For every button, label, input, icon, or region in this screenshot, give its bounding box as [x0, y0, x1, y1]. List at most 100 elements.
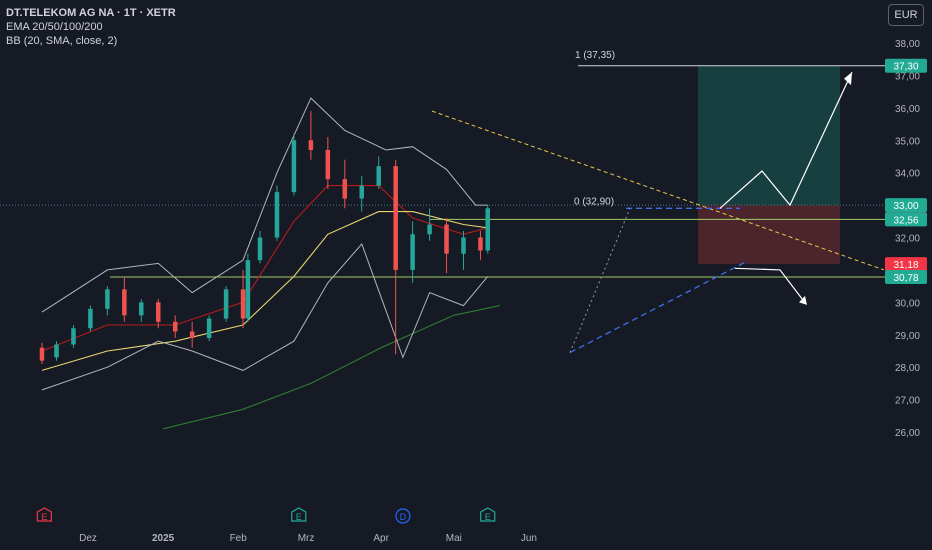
- arrowhead-down: [799, 295, 807, 305]
- candle-body: [122, 289, 127, 316]
- currency-button[interactable]: EUR: [888, 4, 924, 26]
- candle-body: [478, 237, 483, 251]
- ma-line-ema-200: [162, 305, 500, 430]
- candle-body: [54, 344, 59, 358]
- candle: [122, 276, 127, 322]
- event-shape: [395, 508, 411, 524]
- candle-body: [257, 237, 263, 261]
- candle: [88, 305, 93, 332]
- ma-line-ema-50: [41, 211, 488, 371]
- event-shape: [36, 507, 52, 522]
- price-tag-label: 30,78: [893, 273, 918, 284]
- event-marker-e[interactable]: E: [480, 507, 496, 522]
- bb-upper-band: [41, 97, 488, 313]
- candle-body: [291, 140, 297, 193]
- price-tag-box: [885, 257, 927, 272]
- candle-body: [172, 321, 178, 332]
- candle-body: [461, 237, 466, 254]
- stop-zone: [698, 205, 840, 265]
- y-tick-label: 26,00: [895, 428, 920, 439]
- candle-body: [410, 234, 415, 270]
- price-tag-label: 37,30: [893, 62, 918, 73]
- price-tag-green[interactable]: 37,30: [885, 58, 927, 73]
- candle: [189, 321, 195, 348]
- bearish-projection-arrow: [734, 267, 807, 305]
- y-tick-label: 28,00: [895, 363, 920, 374]
- candle: [478, 231, 483, 261]
- y-tick-label: 27,00: [895, 396, 920, 407]
- price-tag-box: [885, 198, 927, 213]
- y-tick-label: 30,00: [895, 298, 920, 309]
- candle: [240, 269, 246, 329]
- ma-line-ema-20: [41, 185, 488, 352]
- candle-body: [274, 192, 280, 238]
- y-tick-label: 34,00: [895, 169, 920, 180]
- descending-trendline: [431, 110, 885, 271]
- candle: [206, 315, 212, 342]
- price-tag-green[interactable]: 32,56: [885, 212, 927, 227]
- candle: [223, 286, 229, 322]
- x-tick-label: Mai: [446, 533, 462, 544]
- event-marker-e[interactable]: E: [36, 507, 52, 522]
- candle-body: [359, 185, 365, 199]
- candle-body: [206, 318, 212, 338]
- candle-body: [139, 302, 144, 316]
- candle: [308, 111, 314, 160]
- candle: [342, 159, 348, 209]
- candle: [139, 299, 144, 322]
- candle-body: [240, 289, 246, 319]
- candle: [291, 133, 297, 196]
- y-tick-label: 38,00: [895, 39, 920, 50]
- price-tag-box: [885, 58, 927, 73]
- candle: [427, 208, 432, 241]
- y-tick-label: 35,00: [895, 136, 920, 147]
- price-tag-label: 33,00: [893, 201, 918, 212]
- event-label: D: [400, 512, 407, 522]
- bullish-projection-arrow: [719, 71, 853, 209]
- candle: [444, 218, 449, 274]
- price-tag-green[interactable]: 33,00: [885, 198, 927, 213]
- candle-body: [245, 260, 251, 319]
- y-tick-label: 37,00: [895, 71, 920, 82]
- fib-0-label: 0 (32,90): [574, 196, 614, 207]
- target-zone: [698, 65, 840, 206]
- event-marker-e[interactable]: E: [291, 507, 307, 522]
- indicator-ema-label[interactable]: EMA 20/50/100/200: [6, 21, 103, 33]
- y-tick-label: 32,00: [895, 234, 920, 245]
- candle: [71, 325, 76, 348]
- event-marker-d[interactable]: D: [395, 508, 411, 524]
- candle-body: [156, 302, 161, 322]
- candle-body: [485, 208, 490, 251]
- candle: [105, 286, 110, 316]
- candle: [359, 175, 365, 212]
- fib-retrace-line: [569, 208, 631, 353]
- symbol-title[interactable]: DT.TELEKOM AG NA · 1T · XETR: [6, 7, 176, 19]
- bb-lower-band: [41, 243, 489, 391]
- candle-body: [342, 179, 348, 199]
- candle-body: [393, 166, 398, 270]
- price-tag-label: 31,18: [893, 260, 918, 271]
- x-tick-label: Apr: [373, 533, 389, 544]
- candle: [376, 156, 381, 189]
- x-tick-label: Dez: [79, 533, 97, 544]
- candle: [410, 221, 415, 283]
- candle-body: [427, 224, 432, 235]
- price-tag-green[interactable]: 30,78: [885, 270, 927, 285]
- price-tag-box: [885, 212, 927, 227]
- candle: [245, 253, 251, 322]
- x-tick-label: Mrz: [298, 533, 315, 544]
- fib-1-label: 1 (37,35): [575, 50, 615, 61]
- candle-body: [376, 166, 381, 186]
- candle: [172, 315, 178, 338]
- x-tick-label: Feb: [230, 533, 248, 544]
- indicator-bb-label[interactable]: BB (20, SMA, close, 2): [6, 35, 118, 47]
- price-tag-red[interactable]: 31,18: [885, 257, 927, 272]
- candle: [156, 299, 161, 329]
- candle-body: [71, 328, 76, 345]
- x-tick-label: Jun: [521, 533, 537, 544]
- candle: [325, 137, 331, 189]
- candle: [54, 341, 59, 361]
- candle-body: [444, 224, 449, 254]
- event-label: E: [296, 512, 302, 522]
